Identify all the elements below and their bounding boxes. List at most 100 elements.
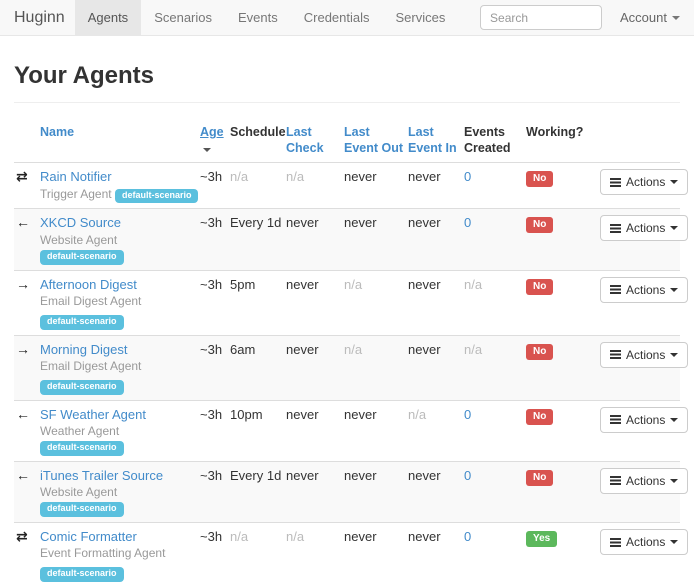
- events-created-link[interactable]: 0: [464, 406, 472, 422]
- actions-label: Actions: [626, 535, 666, 550]
- search-input[interactable]: [480, 5, 603, 30]
- table-row: Rain Notifier Trigger Agent default-scen…: [14, 163, 689, 209]
- actions-label: Actions: [626, 473, 666, 488]
- working-status-badge: No: [526, 217, 554, 234]
- scenario-badge[interactable]: default-scenario: [114, 188, 199, 204]
- actions-label: Actions: [626, 282, 666, 297]
- chevron-down-icon: [670, 180, 679, 185]
- age-cell: ~3h: [200, 169, 223, 185]
- page-title: Your Agents: [14, 62, 155, 89]
- agent-subline: Email Digest Agent default-scenario: [40, 359, 200, 395]
- schedule-cell: n/a: [230, 169, 249, 185]
- transfer-arrows-icon: [16, 168, 28, 184]
- nav-item-events[interactable]: Events: [238, 10, 278, 25]
- scenario-badge[interactable]: default-scenario: [40, 502, 124, 518]
- events-created-link[interactable]: 0: [464, 467, 472, 483]
- arrow-right-icon: [16, 276, 30, 292]
- agent-name-link[interactable]: Morning Digest: [40, 341, 128, 357]
- arrow-right-icon: [16, 341, 30, 357]
- actions-label: Actions: [626, 412, 666, 427]
- agent-name-link[interactable]: XKCD Source: [40, 215, 121, 231]
- actions-label: Actions: [626, 221, 666, 236]
- last-check-cell: never: [286, 334, 344, 401]
- agent-type-label: Trigger Agent: [40, 186, 112, 201]
- agent-name-link[interactable]: iTunes Trailer Source: [40, 467, 164, 483]
- nav-item-scenarios[interactable]: Scenarios: [154, 10, 212, 25]
- agent-subline: Email Digest Agent default-scenario: [40, 294, 200, 330]
- last-check-cell: never: [286, 399, 344, 462]
- last-check-cell: never: [286, 460, 344, 523]
- chevron-down-icon: [670, 226, 679, 231]
- last-event-out-cell: never: [344, 399, 408, 462]
- list-icon: [610, 476, 621, 486]
- scenario-badge[interactable]: default-scenario: [40, 567, 124, 583]
- last-event-in-cell: never: [408, 169, 441, 185]
- col-header-icon: [14, 119, 40, 164]
- actions-button[interactable]: Actions: [600, 341, 689, 368]
- last-event-out-cell: n/a: [344, 334, 408, 401]
- col-header-age[interactable]: Age: [200, 119, 230, 164]
- events-created-link[interactable]: 0: [464, 169, 472, 185]
- working-status-badge: No: [526, 171, 554, 188]
- transfer-arrows-icon: [16, 528, 28, 544]
- actions-button[interactable]: Actions: [600, 529, 689, 556]
- last-check-cell: never: [286, 269, 344, 336]
- chevron-down-icon: [670, 352, 679, 357]
- actions-button[interactable]: Actions: [600, 169, 689, 196]
- nav-item-services[interactable]: Services: [395, 10, 446, 25]
- scenario-badge[interactable]: default-scenario: [40, 314, 124, 330]
- agent-name-link[interactable]: Afternoon Digest: [40, 276, 137, 292]
- actions-button[interactable]: Actions: [600, 215, 689, 242]
- nav-item-credentials[interactable]: Credentials: [303, 10, 370, 25]
- last-event-out-cell: n/a: [344, 269, 408, 336]
- agent-name-link[interactable]: SF Weather Agent: [40, 406, 146, 422]
- age-cell: ~3h: [200, 269, 230, 336]
- list-icon: [610, 177, 621, 187]
- scenario-badge[interactable]: default-scenario: [40, 441, 124, 456]
- actions-button[interactable]: Actions: [600, 276, 689, 303]
- events-created-link[interactable]: 0: [464, 215, 472, 231]
- last-check-cell: n/a: [286, 169, 305, 185]
- last-event-in-cell: never: [408, 269, 464, 336]
- table-row: iTunes Trailer Source Website Agent defa…: [14, 460, 689, 523]
- agent-subline: Website Agent default-scenario: [40, 485, 200, 518]
- schedule-cell: 6am: [230, 334, 286, 401]
- col-header-last-event-out[interactable]: Last Event Out: [344, 119, 408, 164]
- last-event-in-cell: never: [408, 334, 464, 401]
- account-dropdown[interactable]: Account: [620, 10, 680, 25]
- working-status-badge: No: [526, 408, 554, 425]
- nav-item-agents[interactable]: Agents: [74, 0, 142, 35]
- brand-link[interactable]: Huginn: [14, 8, 65, 26]
- title-divider: [14, 102, 680, 103]
- agent-subline: Website Agent default-scenario: [40, 233, 200, 265]
- col-header-last-event-in[interactable]: Last Event In: [408, 119, 464, 164]
- age-cell: ~3h: [200, 334, 230, 401]
- last-event-out-cell: never: [344, 169, 377, 185]
- table-row: Afternoon Digest Email Digest Agent defa…: [14, 269, 689, 336]
- agent-type-label: Website Agent: [40, 485, 118, 500]
- last-event-out-cell: never: [344, 460, 408, 523]
- agent-name-link[interactable]: Rain Notifier: [40, 169, 112, 185]
- main-nav: Agents Scenarios Events Credentials Serv…: [74, 0, 459, 35]
- table-row: SF Weather Agent Weather Agent default-s…: [14, 399, 689, 462]
- schedule-cell: Every 1d: [230, 208, 286, 271]
- agent-subline: Weather Agent default-scenario: [40, 424, 200, 456]
- agent-type-label: Email Digest Agent: [40, 293, 142, 308]
- last-event-in-cell: never: [408, 208, 464, 271]
- actions-button[interactable]: Actions: [600, 406, 689, 433]
- col-header-name[interactable]: Name: [40, 119, 200, 164]
- scenario-badge[interactable]: default-scenario: [40, 249, 124, 265]
- schedule-cell: n/a: [230, 522, 286, 587]
- list-icon: [610, 285, 621, 295]
- agents-table: Name Age Schedule Last Check Last Event …: [14, 119, 689, 587]
- scenario-badge[interactable]: default-scenario: [40, 379, 124, 395]
- col-header-last-check[interactable]: Last Check: [286, 119, 344, 164]
- col-header-events-created: Events Created: [464, 119, 526, 164]
- events-created-link[interactable]: 0: [464, 529, 472, 545]
- age-cell: ~3h: [200, 208, 230, 271]
- actions-button[interactable]: Actions: [600, 467, 689, 494]
- agent-name-link[interactable]: Comic Formatter: [40, 529, 137, 545]
- working-status-badge: Yes: [526, 531, 558, 548]
- table-row: Comic Formatter Event Formatting Agent d…: [14, 522, 689, 587]
- list-icon: [610, 415, 621, 425]
